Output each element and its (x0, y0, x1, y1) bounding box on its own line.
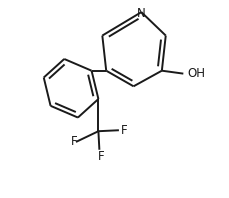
Text: N: N (136, 7, 145, 20)
Text: F: F (71, 135, 78, 148)
Text: F: F (120, 124, 127, 137)
Text: OH: OH (186, 67, 204, 80)
Text: F: F (98, 150, 104, 163)
